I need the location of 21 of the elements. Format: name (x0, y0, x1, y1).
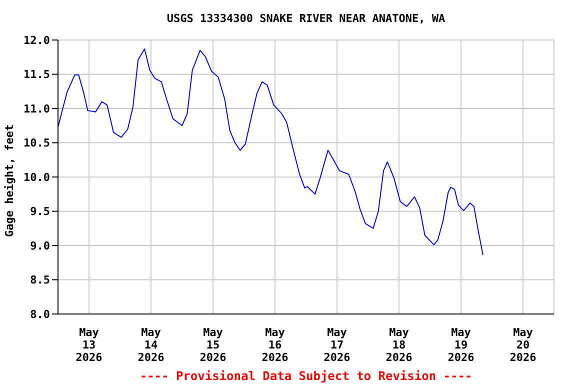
x-tick-label: May 18 2026 (386, 326, 413, 364)
x-tick-label: May 15 2026 (200, 326, 227, 364)
y-tick-label: 9.0 (30, 239, 50, 252)
y-tick-label: 11.0 (24, 102, 50, 116)
chart-title: USGS 13334300 SNAKE RIVER NEAR ANATONE, WA (166, 12, 446, 25)
text: ---- Provisional Data Subject to Revision ---- (140, 369, 472, 383)
x-tick-label: May 17 2026 (324, 326, 351, 364)
y-tick-label: 9.5 (30, 205, 50, 218)
x-tick-label: May 13 2026 (76, 326, 103, 364)
y-tick-label: 10.5 (24, 136, 50, 150)
line-series (58, 48, 484, 256)
x-tick-label: May 19 2026 (448, 326, 475, 364)
x-tick-label: May 16 2026 (262, 326, 289, 364)
y-tick-label: 8.5 (30, 274, 50, 287)
y-tick-label: 10.0 (24, 170, 50, 184)
y-tick-label: 11.5 (24, 68, 50, 82)
x-tick-label: May 20 2026 (510, 326, 537, 364)
y-tick-label: 12.0 (24, 34, 50, 47)
y-axis-title: Gage height, feet (2, 124, 16, 237)
x-tick-label: May 14 2026 (138, 326, 165, 364)
y-tick-label: 8.0 (30, 308, 50, 321)
